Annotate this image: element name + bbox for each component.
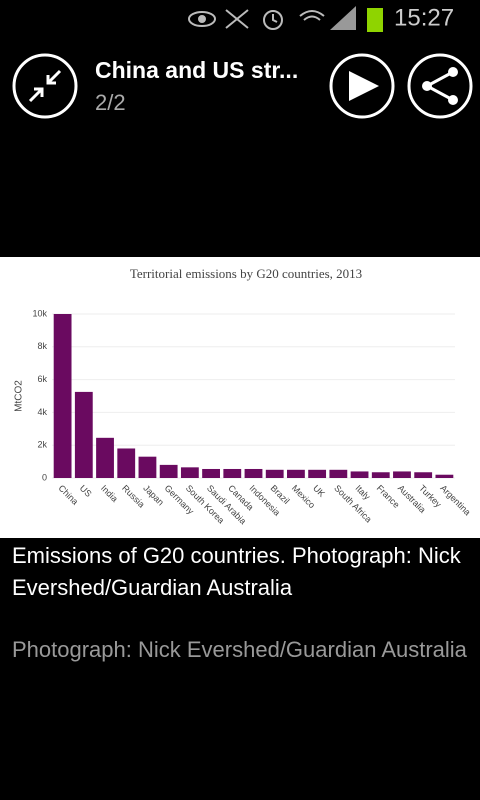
bar	[117, 448, 136, 478]
bar	[393, 471, 411, 478]
header-title: China and US str...	[95, 57, 298, 83]
y-tick-label: 4k	[37, 407, 47, 417]
bar	[138, 456, 157, 478]
y-tick-label: 8k	[37, 341, 47, 351]
bar	[435, 474, 454, 478]
bar	[223, 468, 242, 478]
bar	[414, 472, 433, 478]
y-axis-label: MtCO2	[14, 380, 25, 412]
bar	[96, 437, 114, 478]
battery-icon	[367, 8, 383, 32]
bar	[74, 391, 93, 478]
bar	[244, 468, 263, 478]
status-bar	[0, 0, 480, 38]
bar	[350, 471, 369, 478]
bar	[53, 314, 72, 478]
share-button[interactable]	[407, 53, 473, 119]
y-tick-label: 0	[42, 472, 47, 482]
chart-title: Territorial emissions by G20 countries, …	[130, 266, 362, 281]
header-counter: 2/2	[95, 90, 126, 115]
play-button[interactable]	[329, 53, 395, 119]
signal-icon	[330, 6, 356, 30]
caption-credit: Photograph: Nick Evershed/Guardian Austr…	[12, 637, 467, 662]
bar	[308, 469, 327, 478]
y-tick-label: 2k	[37, 440, 47, 450]
status-icons	[188, 9, 325, 30]
bar	[202, 468, 220, 478]
y-tick-label: 6k	[37, 374, 47, 384]
bar	[180, 467, 199, 478]
bar	[159, 464, 178, 478]
bar	[265, 469, 284, 478]
status-time: 15:27	[394, 4, 454, 31]
app-view: 15:27 China and US str... 2/2 Territoria…	[0, 0, 480, 538]
caption: Emissions of G20 countries. Photograph: …	[12, 543, 461, 600]
y-tick-label: 10k	[32, 308, 47, 318]
bar	[329, 469, 348, 478]
bar	[287, 469, 305, 478]
collapse-button[interactable]	[12, 53, 78, 119]
bar	[371, 472, 390, 478]
